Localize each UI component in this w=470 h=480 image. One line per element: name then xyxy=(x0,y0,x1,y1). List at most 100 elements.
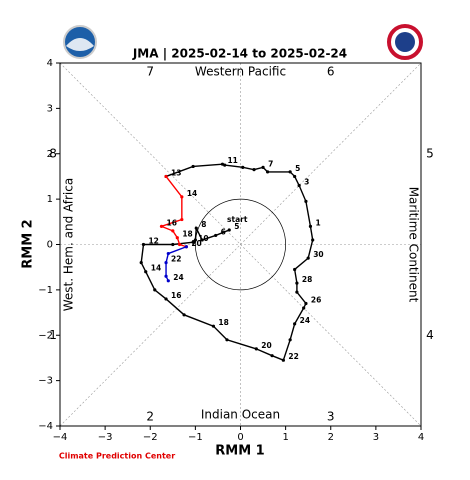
point xyxy=(175,236,179,240)
point xyxy=(171,229,175,233)
point xyxy=(293,322,297,326)
chart-title: JMA | 2025-02-14 to 2025-02-24 xyxy=(132,47,347,61)
phase-label: 1 xyxy=(49,328,57,342)
point-label: 22 xyxy=(171,255,181,264)
phase-label: 7 xyxy=(146,65,154,79)
point xyxy=(193,238,197,242)
point-label: 30 xyxy=(313,250,323,259)
point-label: 5 xyxy=(234,222,239,231)
x-tick-label: 3 xyxy=(373,432,379,443)
point-label: 28 xyxy=(302,275,312,284)
diagonal xyxy=(59,62,422,427)
point xyxy=(227,228,231,232)
y-tick-label: 2 xyxy=(47,149,53,160)
point xyxy=(311,238,315,242)
point-label: 22 xyxy=(288,352,298,361)
point-label: 5 xyxy=(295,164,300,173)
point xyxy=(288,338,292,342)
y-tick-label: −1 xyxy=(38,285,53,296)
point-label: 20 xyxy=(191,239,201,248)
point xyxy=(304,199,308,203)
point xyxy=(295,290,299,294)
y-tick-label: 0 xyxy=(47,240,53,251)
x-tick-label: −3 xyxy=(98,432,113,443)
y-tick-label: 3 xyxy=(47,103,53,114)
point xyxy=(194,226,198,230)
diagonal xyxy=(59,62,422,427)
point xyxy=(182,313,186,317)
point xyxy=(177,242,182,247)
point-label: 24 xyxy=(300,316,310,325)
point xyxy=(252,168,256,172)
series-line xyxy=(140,163,314,362)
point xyxy=(308,224,313,228)
point xyxy=(164,174,168,179)
point xyxy=(164,274,168,278)
x-tick-label: 0 xyxy=(237,432,243,443)
y-axis-label: RMM 2 xyxy=(21,219,36,268)
x-tick-label: 1 xyxy=(282,432,288,443)
point-label: 18 xyxy=(182,230,192,239)
point xyxy=(254,347,258,351)
point xyxy=(241,165,245,169)
point xyxy=(293,174,297,179)
y-tick-label: 1 xyxy=(47,194,53,205)
point xyxy=(200,238,204,242)
point xyxy=(265,170,270,174)
x-tick-label: 2 xyxy=(328,432,334,443)
y-tick-label: −4 xyxy=(38,421,53,432)
point xyxy=(306,256,310,260)
point xyxy=(297,183,301,188)
x-tick-label: −2 xyxy=(143,432,158,443)
phase-label: 8 xyxy=(49,146,57,160)
point xyxy=(191,164,195,169)
point xyxy=(139,261,143,265)
point xyxy=(220,162,225,166)
region-label: Indian Ocean xyxy=(201,408,280,422)
point xyxy=(141,242,146,247)
point xyxy=(153,288,157,292)
phase-label: 5 xyxy=(426,146,434,160)
point-label: 11 xyxy=(227,156,237,165)
x-tick-label: −4 xyxy=(53,432,68,443)
point-label: 16 xyxy=(167,218,177,227)
point xyxy=(270,354,274,358)
point xyxy=(159,224,164,228)
point xyxy=(164,261,168,265)
region-label: West. Hem. and Africa xyxy=(62,178,76,311)
y-tick-label: 4 xyxy=(47,58,53,69)
point-label: 14 xyxy=(151,264,161,273)
phase-label: 4 xyxy=(426,328,434,342)
point-label: 16 xyxy=(171,291,181,300)
nws-logo xyxy=(387,24,423,60)
point-label: 20 xyxy=(261,341,271,350)
point-label: 12 xyxy=(148,237,158,246)
point xyxy=(191,240,195,244)
region-label: Maritime Continent xyxy=(407,187,421,303)
point xyxy=(211,324,216,328)
point xyxy=(288,170,292,174)
point xyxy=(214,233,218,238)
point xyxy=(302,306,306,310)
point xyxy=(144,270,148,274)
point xyxy=(225,338,229,342)
unit-circle xyxy=(195,198,286,291)
point-label: 3 xyxy=(304,178,309,187)
x-tick-label: −1 xyxy=(188,432,203,443)
point-label: 10 xyxy=(198,234,208,243)
footer: Climate Prediction Center xyxy=(59,452,175,461)
point xyxy=(166,279,170,283)
point-label: 14 xyxy=(187,189,197,198)
point xyxy=(281,358,285,362)
point-label: 13 xyxy=(171,168,181,177)
point xyxy=(184,245,188,249)
point xyxy=(295,281,299,285)
point-label: 18 xyxy=(218,318,228,327)
phase-label: 2 xyxy=(146,409,154,423)
point xyxy=(166,251,170,256)
phase-label: 3 xyxy=(327,409,335,423)
point xyxy=(304,301,308,306)
point-label: 1 xyxy=(315,218,320,227)
